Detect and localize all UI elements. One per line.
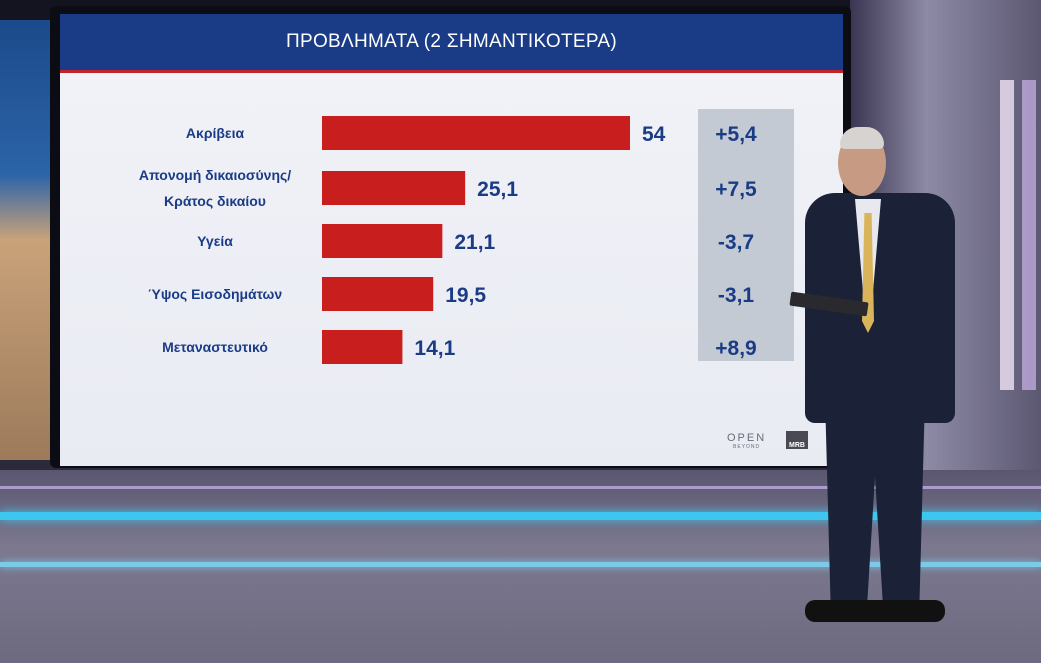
category-label: Κράτος δικαίου <box>164 193 266 209</box>
change-value-label: +7,5 <box>715 178 757 201</box>
open-logo: OPEN BEYOND <box>727 432 766 450</box>
bar-value-label: 25,1 <box>477 178 518 201</box>
change-value-label: +5,4 <box>715 123 757 146</box>
floor-light-strip <box>0 562 1041 567</box>
category-label: Μεταναστευτικό <box>162 339 268 355</box>
bar-value-label: 21,1 <box>454 231 495 254</box>
bar <box>322 224 443 258</box>
chart-header: ΠΡΟΒΛΗΜΑΤΑ (2 ΣΗΜΑΝΤΙΚΟΤΕΡΑ) <box>60 14 843 73</box>
bar <box>322 330 403 364</box>
bar <box>322 116 630 150</box>
change-value-label: -3,7 <box>718 231 754 254</box>
presenter <box>789 125 970 655</box>
floor-light-strip <box>0 486 1041 489</box>
change-value-label: -3,1 <box>718 284 755 307</box>
bar-value-label: 14,1 <box>414 337 455 360</box>
bar-value-label: 19,5 <box>445 284 486 307</box>
open-logo-subtext: BEYOND <box>733 444 761 450</box>
bar <box>322 277 434 311</box>
change-column <box>698 109 794 361</box>
chart-title: ΠΡΟΒΛΗΜΑΤΑ (2 ΣΗΜΑΝΤΙΚΟΤΕΡΑ) <box>285 31 617 52</box>
mrb-logo-text: MRB <box>789 442 805 449</box>
category-label: Ύψος Εισοδημάτων <box>148 286 283 302</box>
category-label: Ακρίβεια <box>186 125 245 141</box>
presenter-shoes <box>805 600 945 622</box>
presenter-legs <box>825 415 925 620</box>
bar-chart: 54 Ακρίβεια +5,4 25,1 Απονομή δικαιοσύνης/Κρ… <box>139 116 757 364</box>
bar <box>322 171 466 205</box>
open-logo-text: OPEN <box>727 432 767 444</box>
mrb-logo: MRB <box>786 431 808 449</box>
category-label: Απονομή δικαιοσύνης/ <box>139 167 291 183</box>
bar-value-label: 54 <box>642 123 666 146</box>
category-label: Υγεία <box>197 233 233 249</box>
floor-light-strip <box>0 512 1041 520</box>
presenter-hair <box>840 127 884 149</box>
wall-light-stripe <box>1022 80 1036 390</box>
wall-light-stripe <box>1000 80 1014 390</box>
change-value-label: +8,9 <box>715 337 756 360</box>
